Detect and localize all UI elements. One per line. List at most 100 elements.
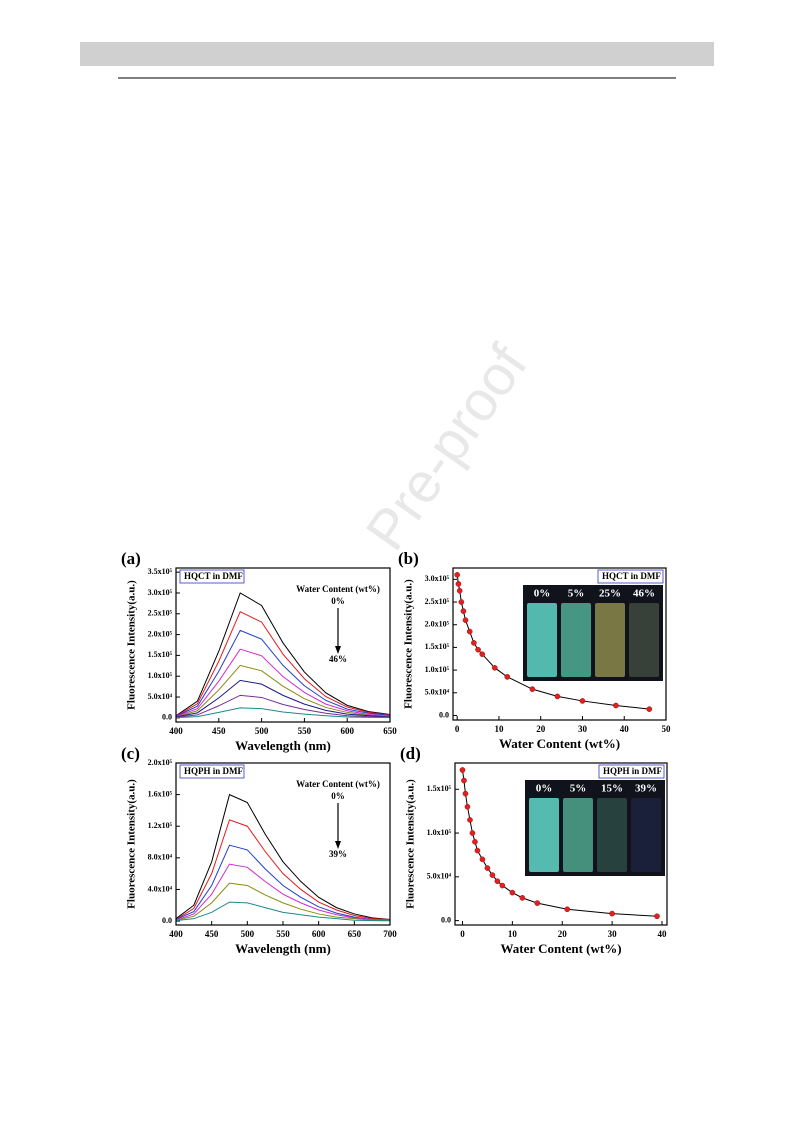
y-tick-label: 1.0x10⁵ [427, 828, 452, 837]
data-point [462, 617, 469, 623]
vial [597, 798, 627, 872]
vial [527, 603, 557, 677]
x-tick-label: 30 [578, 724, 588, 734]
y-tick-label: 3.0x10⁵ [148, 588, 173, 597]
spectrum-line [175, 882, 391, 922]
x-tick-label: 20 [536, 724, 546, 734]
spectrum-line [175, 592, 391, 717]
plot-frame [452, 567, 667, 721]
y-axis-title: Fluorescence Intensity(a.u.) [405, 779, 417, 909]
data-point [564, 906, 571, 913]
y-tick-label: 1.6x10⁵ [148, 789, 173, 798]
y-tick-label: 1.0x10⁵ [425, 665, 450, 674]
vial [595, 603, 625, 677]
watermark: Pre-proof [353, 333, 539, 561]
x-tick-label: 650 [348, 929, 362, 939]
y-tick-label: 8.0x10⁴ [148, 853, 173, 862]
data-point [646, 706, 653, 712]
x-tick-label: 30 [608, 929, 618, 939]
data-point [494, 878, 501, 885]
y-tick-label: 2.0x10⁵ [148, 629, 173, 638]
x-tick-label: 550 [298, 726, 312, 736]
x-tick-label: 40 [658, 929, 668, 939]
y-tick-label: 5.0x10⁴ [148, 692, 173, 701]
annotation: 46% [329, 654, 347, 664]
x-tick-label: 50 [662, 724, 672, 734]
title-box [597, 569, 664, 584]
vial [631, 798, 661, 872]
data-point [499, 882, 506, 889]
x-axis-title: Wavelength (nm) [235, 941, 331, 956]
spectrum-line [175, 863, 391, 921]
spectrum-line [175, 694, 391, 718]
y-axis-title: Fluorescence Intensity(a.u.) [403, 579, 415, 709]
y-tick-label: 4.0x10⁴ [148, 884, 173, 893]
annotation: 39% [329, 849, 347, 859]
x-axis-title: Water Content (wt%) [499, 736, 620, 751]
data-point [554, 693, 561, 700]
spectrum-line [175, 629, 391, 717]
x-tick-label: 500 [255, 726, 269, 736]
x-tick-label: 10 [508, 929, 518, 939]
data-point [459, 767, 466, 773]
spectrum-line [175, 648, 391, 718]
panel-label: (d) [400, 744, 421, 763]
data-point [479, 856, 486, 863]
data-point [529, 686, 536, 692]
y-tick-label: 1.5x10⁵ [148, 650, 173, 659]
y-tick-label: 5.0x10⁴ [425, 688, 450, 697]
data-point [509, 889, 516, 896]
data-point [464, 803, 471, 810]
inset-label: 0% [534, 588, 551, 600]
title-box [179, 764, 245, 779]
spectrum-line [175, 793, 391, 920]
inset-label: 5% [570, 783, 587, 795]
data-point [479, 651, 486, 658]
spectrum-line [175, 679, 391, 718]
data-point [471, 640, 477, 646]
x-tick-label: 450 [212, 726, 226, 736]
y-tick-label: 0.0 [441, 915, 451, 924]
x-tick-label: 500 [241, 929, 255, 939]
panel-label: (a) [121, 549, 141, 568]
vial [561, 603, 591, 677]
arrow-head [335, 841, 341, 849]
x-tick-label: 40 [620, 724, 630, 734]
data-point [475, 646, 481, 653]
panel-label: (b) [398, 549, 419, 568]
data-point [461, 777, 467, 784]
x-tick-label: 600 [340, 726, 354, 736]
y-tick-label: 5.0x10⁴ [427, 872, 452, 881]
y-tick-label: 2.5x10⁵ [425, 597, 450, 606]
inset-label: 5% [568, 588, 585, 600]
inset-label: 39% [635, 783, 657, 795]
data-point [489, 872, 496, 878]
x-tick-label: 400 [169, 726, 183, 736]
spectrum-line [175, 844, 391, 921]
panel-label: (c) [121, 744, 140, 763]
data-point [455, 581, 462, 587]
data-point [491, 665, 498, 671]
y-tick-label: 0.0 [162, 916, 172, 925]
y-axis-title: Fluorescence Intensity(a.u.) [126, 580, 138, 710]
annotation: Water Content (wt%) [296, 779, 380, 789]
data-point [504, 674, 511, 680]
x-tick-label: 400 [169, 929, 183, 939]
data-point [613, 702, 619, 709]
data-point [462, 790, 469, 797]
x-tick-label: 600 [312, 929, 326, 939]
vial [629, 603, 659, 677]
x-axis-title: Wavelength (nm) [235, 738, 331, 753]
y-tick-label: 2.0x10⁵ [148, 758, 173, 767]
chart-title: HQPH in DMF [603, 766, 662, 776]
data-point [519, 895, 526, 901]
x-axis-title: Water Content (wt%) [500, 941, 621, 956]
inset-label: 25% [599, 588, 621, 600]
data-point [534, 900, 541, 906]
spectrum-line [175, 819, 391, 920]
data-point [484, 865, 491, 871]
data-point [460, 608, 467, 614]
y-tick-label: 3.5x10⁵ [148, 567, 173, 576]
y-tick-label: 1.0x10⁵ [148, 671, 173, 680]
